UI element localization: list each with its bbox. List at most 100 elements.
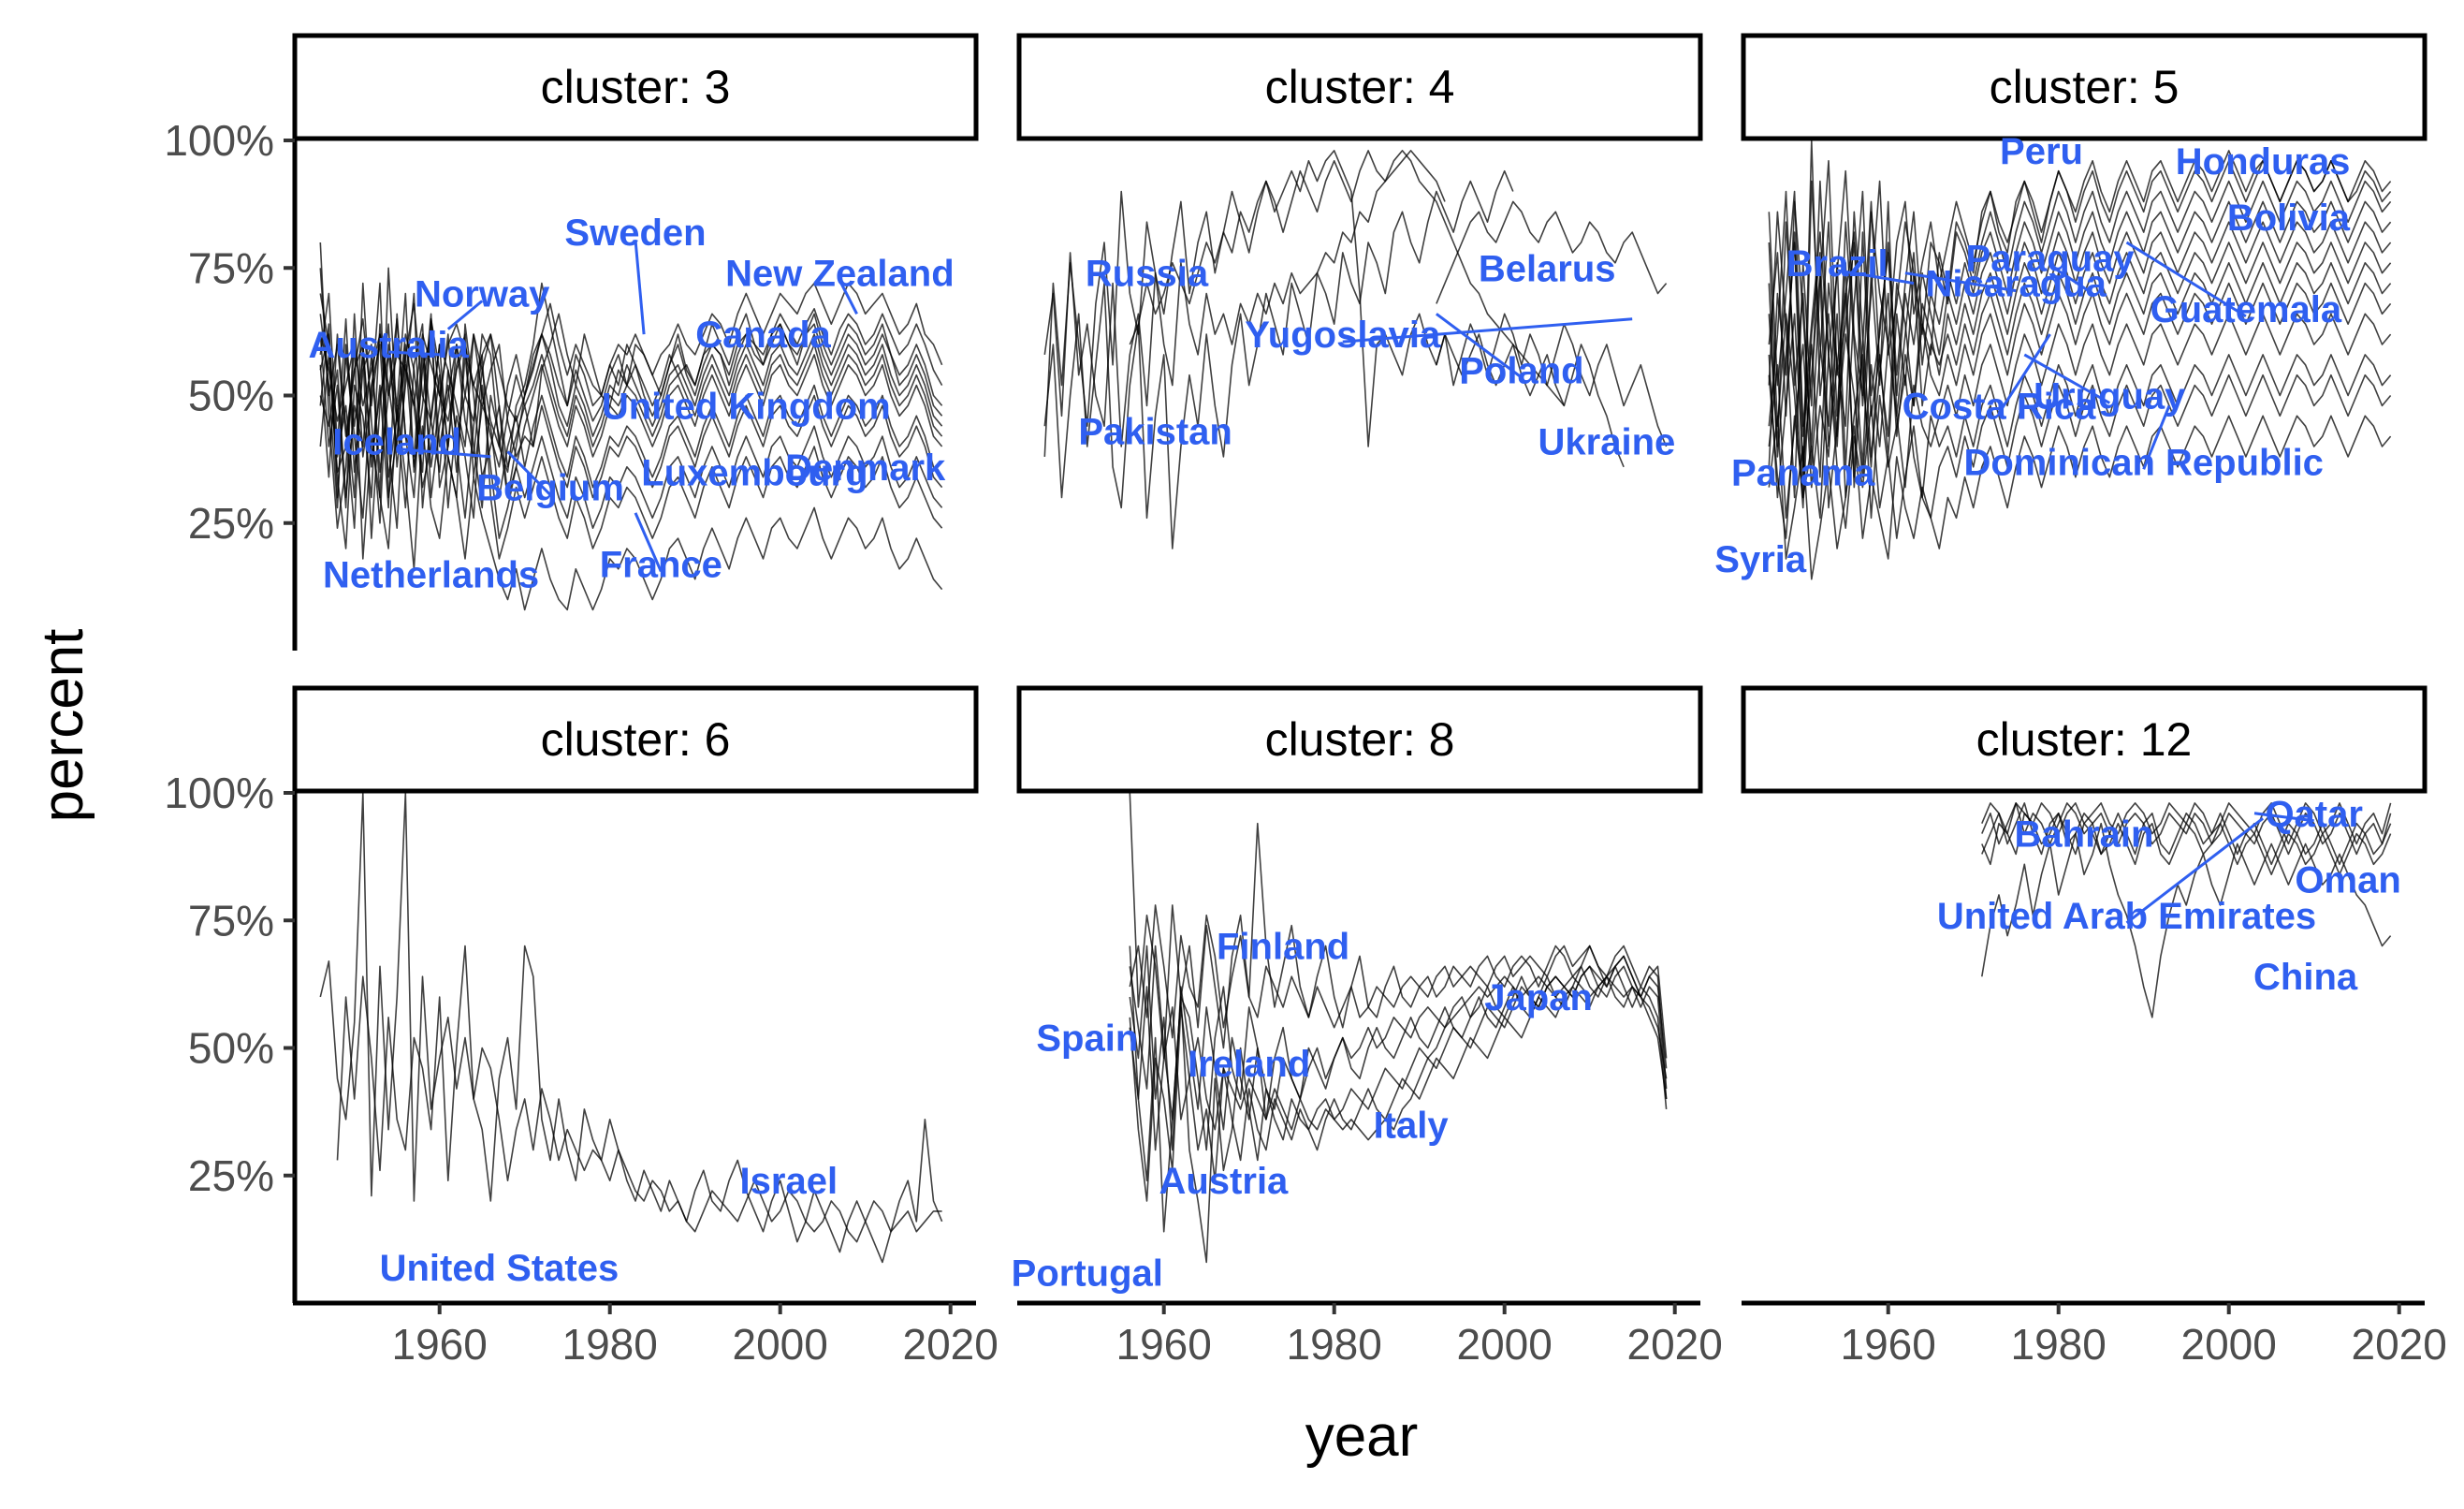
label-leader-line [506, 450, 552, 496]
country-label: United Kingdom [602, 386, 891, 427]
country-label: Spain [1036, 1018, 1138, 1060]
country-label: Costa Rica [1903, 386, 2096, 427]
label-leader-line [1997, 333, 2051, 415]
label-leader-line [446, 300, 484, 330]
label-leader-line [2125, 241, 2247, 318]
country-label: France [600, 544, 722, 585]
y-tick-label: 100% [164, 769, 274, 817]
country-label: Bahrain [2015, 814, 2154, 856]
country-label: United Arab Emirates [1937, 896, 2316, 937]
country-label: Peru [2000, 131, 2083, 172]
series-line-france [319, 313, 943, 560]
country-label: Belarus [1479, 248, 1616, 289]
country-label: Honduras [2176, 141, 2351, 183]
facet-panel: cluster: 6 Israel United States 25% 50% 75% 10… [164, 685, 999, 1369]
label-leader-line [1342, 317, 1633, 344]
x-tick-label: 1980 [562, 1320, 658, 1369]
country-label: Dominican Republic [1963, 442, 2324, 483]
facet-panel: cluster: 5 Peru Honduras Bolivia Brazil Parag… [1714, 33, 2428, 580]
country-label: Oman [2295, 860, 2400, 901]
x-tick-label: 1960 [1841, 1320, 1936, 1369]
y-axis-title: percent [31, 629, 95, 823]
facet-strip-label: cluster: 4 [1265, 61, 1455, 113]
country-label: Luxembourg [641, 452, 868, 493]
series-line-uruguay [1768, 211, 2392, 478]
country-label: Israel [740, 1161, 838, 1202]
label-leader-line [2048, 264, 2093, 295]
x-tick-label: 2020 [1627, 1320, 1723, 1369]
series-line-japan [1129, 904, 1668, 1090]
series-line-ireland [1129, 945, 1668, 1151]
country-label: Russia [1086, 254, 1209, 295]
country-label: Iceland [332, 422, 461, 463]
facet-strip [1016, 685, 1703, 794]
country-label: China [2253, 957, 2358, 998]
x-tick-label: 1960 [392, 1320, 488, 1369]
x-tick-label: 2020 [903, 1320, 999, 1369]
x-axis-title: year [1305, 1404, 1419, 1469]
country-label: Nicaragua [1925, 264, 2107, 305]
series-line-poland [1129, 150, 1625, 468]
series-line-panama [1768, 354, 2392, 539]
facet-strip-label: cluster: 6 [541, 713, 731, 766]
series-line-bolivia [1768, 160, 2392, 447]
series-line-dominican-republic [1768, 313, 2392, 520]
country-label: Ireland [1188, 1044, 1310, 1085]
label-leader-line [2253, 812, 2314, 823]
country-label: Japan [1484, 977, 1593, 1018]
facet-strip [1741, 33, 2428, 141]
series-line-guatemala [1768, 231, 2392, 509]
label-leader-line [838, 280, 858, 315]
series-line-costa-rica [1768, 271, 2392, 509]
series-line-sweden [319, 293, 943, 474]
country-label: Guatemala [2151, 289, 2342, 330]
facet-panels: cluster: 3 Sweden New Zealand Norway Canada A… [164, 33, 2447, 1369]
country-label: Poland [1459, 350, 1583, 391]
series-line-russia [1043, 150, 1566, 457]
country-label: Canada [695, 315, 831, 356]
label-leader-line [1436, 313, 1523, 379]
country-label: New Zealand [725, 254, 955, 295]
country-label: Paraguay [1966, 238, 2136, 279]
y-tick-label: 50% [188, 372, 274, 420]
facet-panel: cluster: 3 Sweden New Zealand Norway Canada A… [164, 33, 979, 651]
series-line-ukraine [1436, 313, 1668, 447]
country-label: Panama [1731, 452, 1875, 493]
label-leader-line [634, 239, 646, 335]
country-label: Pakistan [1078, 412, 1232, 453]
country-label: Belgium [476, 468, 624, 509]
x-tick-label: 2000 [733, 1320, 828, 1369]
country-label: Austria [1159, 1161, 1289, 1202]
country-label: Portugal [1012, 1253, 1163, 1294]
series-line-belarus [1436, 200, 1668, 304]
series-line-luxembourg [319, 282, 943, 509]
facet-strip-label: cluster: 12 [1976, 713, 2193, 766]
country-label: Syria [1714, 539, 1807, 580]
series-line-belgium [319, 323, 943, 549]
series-line-israel [336, 945, 943, 1264]
country-label: Qatar [2265, 794, 2363, 835]
y-tick-label: 25% [188, 1151, 274, 1200]
label-leader-line [1904, 271, 2017, 293]
facet-strip-label: cluster: 3 [541, 61, 731, 113]
label-leader-line [388, 350, 440, 357]
series-line-oman [1981, 812, 2392, 876]
series-line-finland [1129, 792, 1668, 1060]
series-line-italy [1129, 975, 1668, 1151]
facet-panel: cluster: 4 Russia Belarus Yugoslavia Poland P… [1016, 33, 1703, 549]
country-label: Bolivia [2227, 198, 2351, 239]
facet-strip [1016, 33, 1703, 141]
series-line-nicaragua [1768, 190, 2392, 489]
series-line-syria [1768, 415, 2392, 580]
label-leader-line [1836, 269, 1915, 286]
series-line-yugoslavia [1043, 150, 1446, 447]
series-line-denmark [319, 292, 943, 539]
y-tick-label: 25% [188, 499, 274, 548]
series-line-pakistan [1043, 169, 1514, 549]
y-tick-label: 75% [188, 243, 274, 292]
series-line-united-states [319, 792, 942, 1243]
series-line-china [1981, 822, 2392, 1018]
facet-strip [1741, 685, 2428, 794]
y-tick-label: 50% [188, 1024, 274, 1073]
